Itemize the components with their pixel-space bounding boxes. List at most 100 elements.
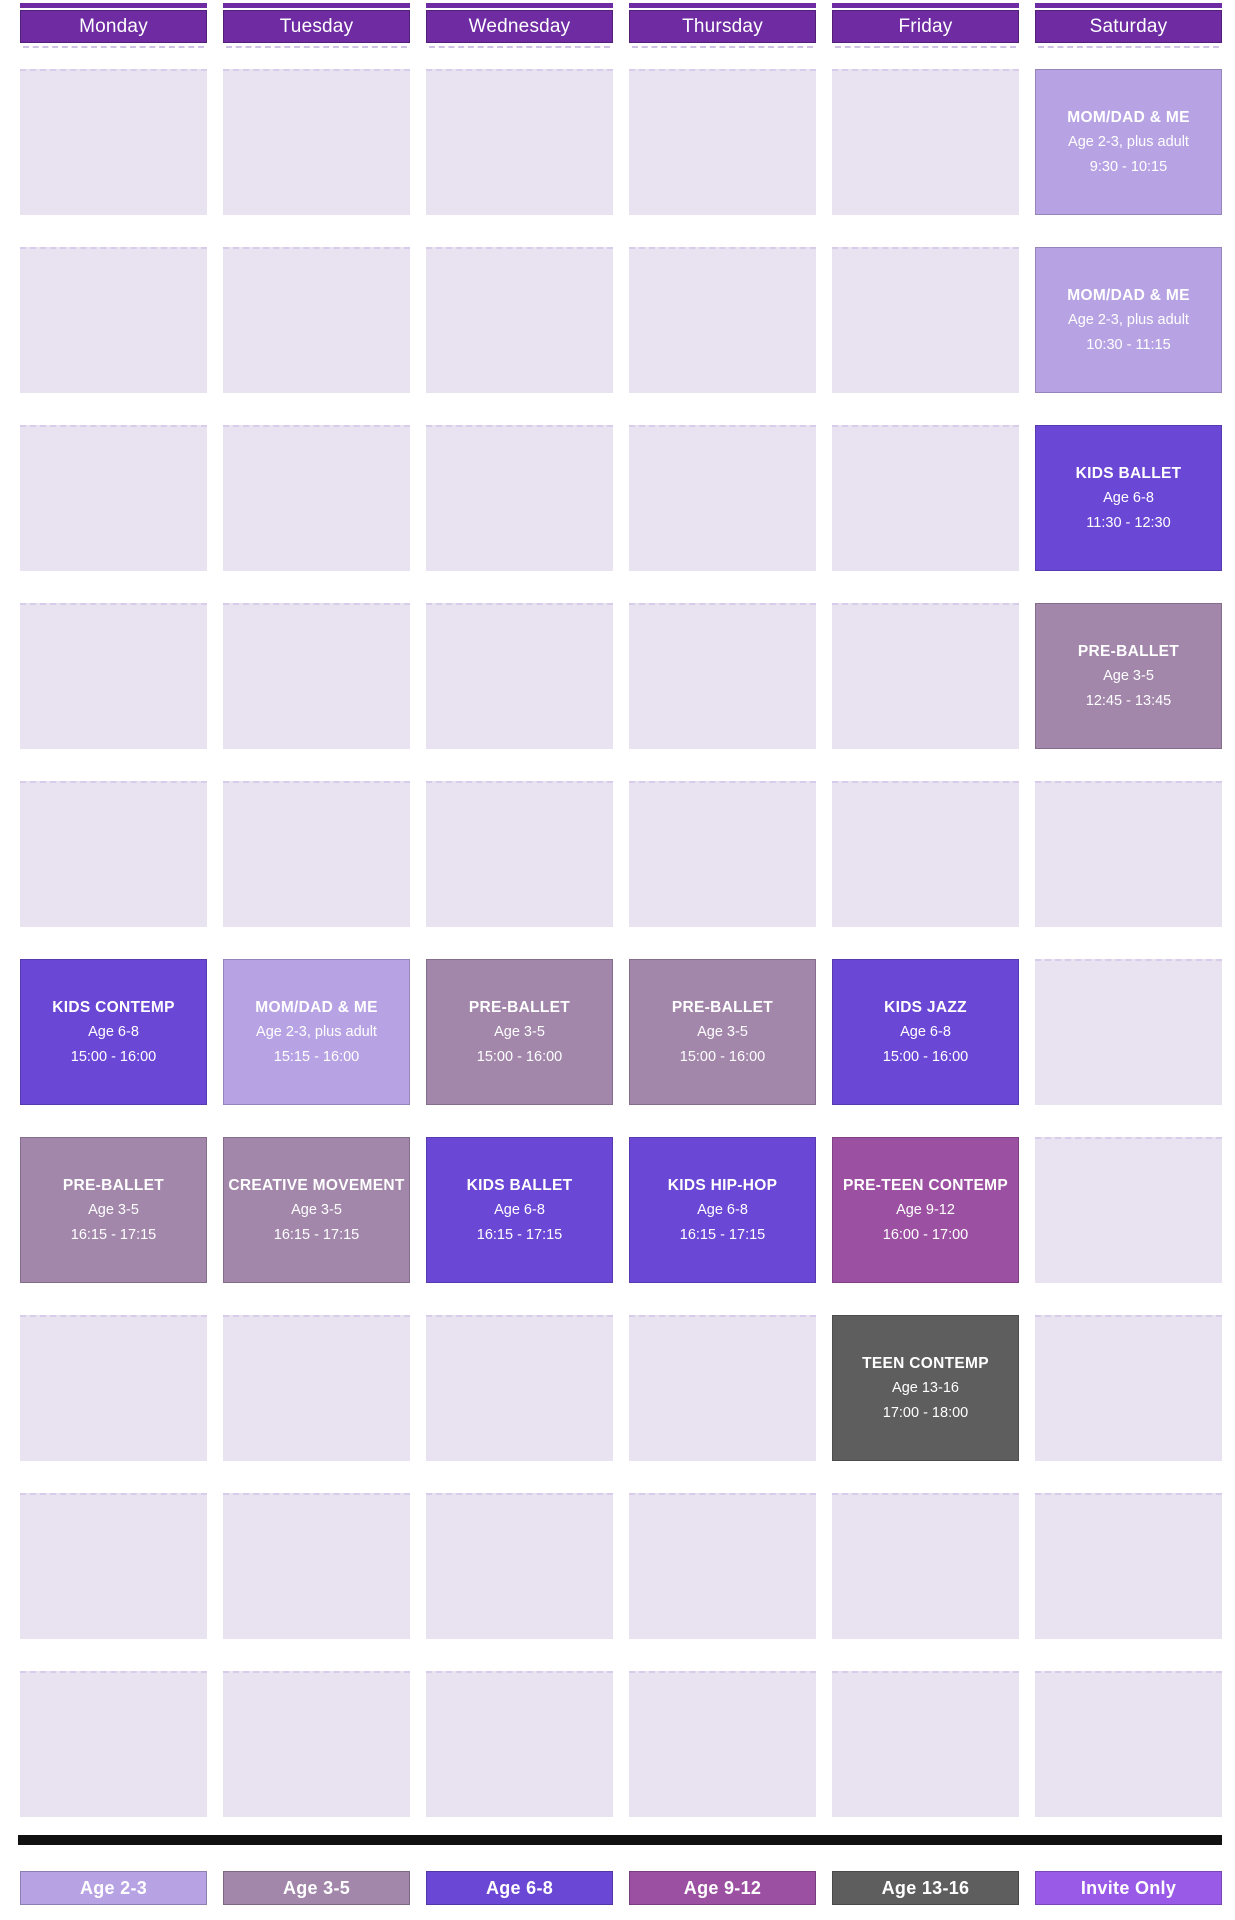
class-time: 16:15 - 17:15: [679, 1226, 766, 1243]
empty-slot: [426, 425, 613, 571]
class-time: 11:30 - 12:30: [1086, 514, 1171, 531]
legend-row: Age 2-3 Age 3-5 Age 6-8 Age 9-12 Age 13-…: [20, 1871, 1222, 1905]
class-cell[interactable]: PRE-BALLET Age 3-5 15:00 - 16:00: [629, 959, 816, 1105]
class-time: 12:45 - 13:45: [1085, 692, 1172, 709]
day-header-row: Monday Tuesday Wednesday Thursday Friday…: [20, 10, 1222, 48]
top-strip: [1035, 3, 1222, 8]
legend-item-age-13-16: Age 13-16: [832, 1871, 1019, 1905]
empty-slot: [426, 69, 613, 215]
class-cell[interactable]: PRE-TEEN CONTEMP Age 9-12 16:00 - 17:00: [832, 1137, 1019, 1283]
class-age: Age 2-3, plus adult: [1068, 312, 1189, 329]
empty-slot: [832, 781, 1019, 927]
class-title: PRE-BALLET: [671, 998, 774, 1016]
day-header-thursday: Thursday: [629, 10, 816, 48]
class-title: KIDS HIP-HOP: [667, 1176, 778, 1194]
day-header-friday: Friday: [832, 10, 1019, 48]
class-title: PRE-TEEN CONTEMP: [843, 1176, 1008, 1194]
class-cell[interactable]: CREATIVE MOVEMENT Age 3-5 16:15 - 17:15: [223, 1137, 410, 1283]
empty-slot: [223, 69, 410, 215]
class-cell[interactable]: KIDS CONTEMP Age 6-8 15:00 - 16:00: [20, 959, 207, 1105]
class-cell[interactable]: KIDS HIP-HOP Age 6-8 16:15 - 17:15: [629, 1137, 816, 1283]
class-age: Age 3-5: [291, 1202, 342, 1219]
empty-slot: [426, 1315, 613, 1461]
class-age: Age 3-5: [494, 1024, 545, 1041]
empty-slot: [223, 247, 410, 393]
empty-slot: [426, 247, 613, 393]
class-time: 16:15 - 17:15: [476, 1226, 563, 1243]
class-title: MOM/DAD & ME: [1067, 286, 1190, 304]
class-time: 16:15 - 17:15: [273, 1226, 360, 1243]
class-cell[interactable]: MOM/DAD & ME Age 2-3, plus adult 15:15 - 1…: [223, 959, 410, 1105]
class-age: Age 13-16: [892, 1380, 959, 1397]
empty-slot: [629, 603, 816, 749]
empty-slot: [629, 1671, 816, 1817]
class-cell[interactable]: MOM/DAD & ME Age 2-3, plus adult 9:30 - 10…: [1035, 69, 1222, 215]
legend-item-age-2-3: Age 2-3: [20, 1871, 207, 1905]
empty-slot: [426, 1493, 613, 1639]
class-age: Age 6-8: [900, 1024, 951, 1041]
legend-item-age-3-5: Age 3-5: [223, 1871, 410, 1905]
class-title: KIDS JAZZ: [884, 998, 967, 1016]
class-time: 17:00 - 18:00: [882, 1404, 969, 1421]
day-header-monday: Monday: [20, 10, 207, 48]
empty-slot: [426, 781, 613, 927]
empty-slot: [20, 1315, 207, 1461]
empty-slot: [20, 69, 207, 215]
empty-slot: [20, 1671, 207, 1817]
class-cell[interactable]: KIDS JAZZ Age 6-8 15:00 - 16:00: [832, 959, 1019, 1105]
empty-slot: [832, 425, 1019, 571]
class-cell[interactable]: KIDS BALLET Age 6-8 11:30 - 12:30: [1035, 425, 1222, 571]
class-title: PRE-BALLET: [468, 998, 571, 1016]
empty-slot: [629, 1315, 816, 1461]
legend-item-invite-only: Invite Only: [1035, 1871, 1222, 1905]
class-age: Age 2-3, plus adult: [1068, 134, 1189, 151]
top-strip: [20, 3, 207, 8]
empty-slot: [426, 1671, 613, 1817]
day-header-wednesday: Wednesday: [426, 10, 613, 48]
divider-line: [18, 1835, 1222, 1845]
empty-slot: [629, 69, 816, 215]
class-age: Age 6-8: [88, 1024, 139, 1041]
top-edge-strips: [20, 3, 1222, 8]
empty-slot: [223, 425, 410, 571]
class-title: KIDS BALLET: [1075, 464, 1182, 482]
class-age: Age 6-8: [494, 1202, 545, 1219]
class-age: Age 3-5: [697, 1024, 748, 1041]
empty-slot: [629, 1493, 816, 1639]
empty-slot: [832, 247, 1019, 393]
day-header-saturday: Saturday: [1035, 10, 1222, 48]
empty-slot: [20, 603, 207, 749]
class-cell[interactable]: PRE-BALLET Age 3-5 12:45 - 13:45: [1035, 603, 1222, 749]
empty-slot: [1035, 1493, 1222, 1639]
empty-slot: [832, 1493, 1019, 1639]
legend-item-age-9-12: Age 9-12: [629, 1871, 816, 1905]
top-strip: [629, 3, 816, 8]
empty-slot: [629, 781, 816, 927]
class-age: Age 3-5: [1103, 668, 1154, 685]
class-age: Age 3-5: [88, 1202, 139, 1219]
top-strip: [426, 3, 613, 8]
empty-slot: [1035, 1671, 1222, 1817]
class-title: PRE-BALLET: [1077, 642, 1180, 660]
class-time: 15:00 - 16:00: [70, 1048, 157, 1065]
class-cell[interactable]: PRE-BALLET Age 3-5 15:00 - 16:00: [426, 959, 613, 1105]
class-time: 15:00 - 16:00: [679, 1048, 766, 1065]
empty-slot: [629, 247, 816, 393]
class-time: 15:00 - 16:00: [476, 1048, 563, 1065]
empty-slot: [223, 603, 410, 749]
class-cell[interactable]: MOM/DAD & ME Age 2-3, plus adult 10:30 - 1…: [1035, 247, 1222, 393]
top-strip: [223, 3, 410, 8]
class-age: Age 9-12: [896, 1202, 955, 1219]
empty-slot: [1035, 959, 1222, 1105]
empty-slot: [223, 1315, 410, 1461]
class-age: Age 6-8: [697, 1202, 748, 1219]
empty-slot: [20, 1493, 207, 1639]
empty-slot: [629, 425, 816, 571]
class-time: 9:30 - 10:15: [1089, 158, 1168, 175]
empty-slot: [223, 1671, 410, 1817]
class-title: MOM/DAD & ME: [1067, 108, 1190, 126]
class-cell[interactable]: PRE-BALLET Age 3-5 16:15 - 17:15: [20, 1137, 207, 1283]
class-cell[interactable]: KIDS BALLET Age 6-8 16:15 - 17:15: [426, 1137, 613, 1283]
class-cell[interactable]: TEEN CONTEMP Age 13-16 17:00 - 18:00: [832, 1315, 1019, 1461]
class-age: Age 6-8: [1103, 490, 1154, 507]
